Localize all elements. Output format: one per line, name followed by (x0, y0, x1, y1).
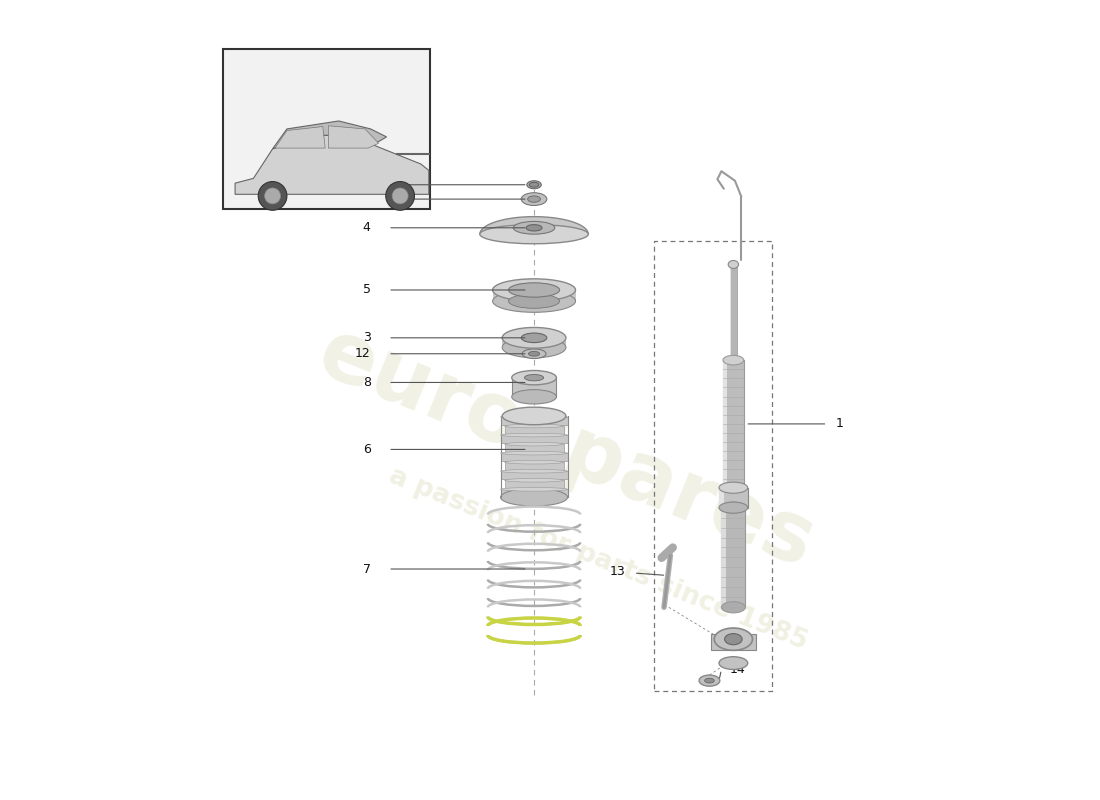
Ellipse shape (500, 487, 568, 491)
Ellipse shape (527, 181, 541, 189)
Bar (723, 360, 727, 488)
Bar (223, 50, 430, 209)
Bar (500, 435, 568, 443)
Bar (722, 508, 746, 607)
Ellipse shape (512, 370, 557, 385)
Ellipse shape (528, 196, 540, 202)
Ellipse shape (500, 434, 568, 437)
Ellipse shape (719, 502, 748, 514)
Bar (729, 265, 737, 360)
Bar (505, 444, 563, 452)
Ellipse shape (723, 355, 744, 365)
Ellipse shape (722, 502, 746, 514)
Circle shape (386, 182, 415, 210)
Polygon shape (275, 126, 326, 148)
Ellipse shape (508, 283, 560, 297)
Ellipse shape (719, 482, 748, 494)
Bar (711, 634, 756, 650)
Ellipse shape (493, 290, 575, 312)
Ellipse shape (500, 415, 568, 419)
Text: 13: 13 (610, 565, 626, 578)
Bar (503, 338, 565, 347)
Ellipse shape (525, 374, 543, 381)
Ellipse shape (725, 634, 742, 645)
Ellipse shape (505, 460, 563, 464)
Text: 4: 4 (363, 222, 371, 234)
Polygon shape (235, 135, 429, 194)
Ellipse shape (500, 489, 568, 506)
Ellipse shape (505, 478, 563, 482)
Ellipse shape (522, 349, 546, 358)
Ellipse shape (722, 602, 746, 613)
Circle shape (258, 182, 287, 210)
Ellipse shape (714, 628, 752, 650)
Text: 6: 6 (363, 443, 371, 456)
Text: 5: 5 (363, 283, 371, 297)
Text: 7: 7 (363, 562, 371, 575)
Ellipse shape (503, 327, 565, 348)
Ellipse shape (500, 451, 568, 455)
Text: 12: 12 (355, 347, 371, 360)
Polygon shape (273, 121, 386, 149)
Bar (500, 417, 568, 425)
Bar (722, 508, 726, 607)
Bar (500, 490, 568, 498)
Text: a passion for parts since 1985: a passion for parts since 1985 (385, 463, 811, 656)
Text: 2: 2 (363, 178, 371, 191)
Ellipse shape (719, 657, 748, 670)
Ellipse shape (503, 407, 565, 425)
Ellipse shape (500, 470, 568, 473)
Bar (505, 480, 563, 488)
Polygon shape (329, 126, 378, 148)
Text: 1: 1 (835, 418, 844, 430)
Text: 3: 3 (363, 331, 371, 344)
Bar (505, 462, 563, 470)
Ellipse shape (508, 294, 560, 308)
Bar (719, 488, 748, 508)
Bar (512, 378, 557, 397)
Bar (505, 426, 563, 434)
Ellipse shape (723, 483, 744, 493)
Ellipse shape (528, 351, 540, 356)
Bar (500, 453, 568, 461)
Polygon shape (480, 217, 588, 234)
Bar (729, 265, 732, 360)
Bar (493, 290, 575, 301)
Ellipse shape (480, 225, 588, 244)
Ellipse shape (705, 678, 714, 683)
Ellipse shape (700, 675, 719, 686)
Ellipse shape (503, 337, 565, 358)
Ellipse shape (505, 424, 563, 428)
Circle shape (265, 188, 280, 204)
Ellipse shape (512, 390, 557, 404)
Ellipse shape (521, 333, 547, 342)
Circle shape (392, 188, 408, 204)
Bar (500, 471, 568, 479)
Ellipse shape (526, 225, 542, 231)
Bar (723, 360, 744, 488)
Ellipse shape (529, 182, 539, 187)
Text: eurospares: eurospares (306, 311, 826, 584)
Text: 14: 14 (729, 663, 745, 676)
Ellipse shape (505, 442, 563, 446)
Ellipse shape (728, 261, 738, 269)
Text: 8: 8 (363, 376, 371, 389)
Ellipse shape (521, 193, 547, 206)
Ellipse shape (493, 279, 575, 301)
Bar (719, 488, 724, 508)
Ellipse shape (514, 222, 554, 234)
Text: 11: 11 (355, 193, 371, 206)
